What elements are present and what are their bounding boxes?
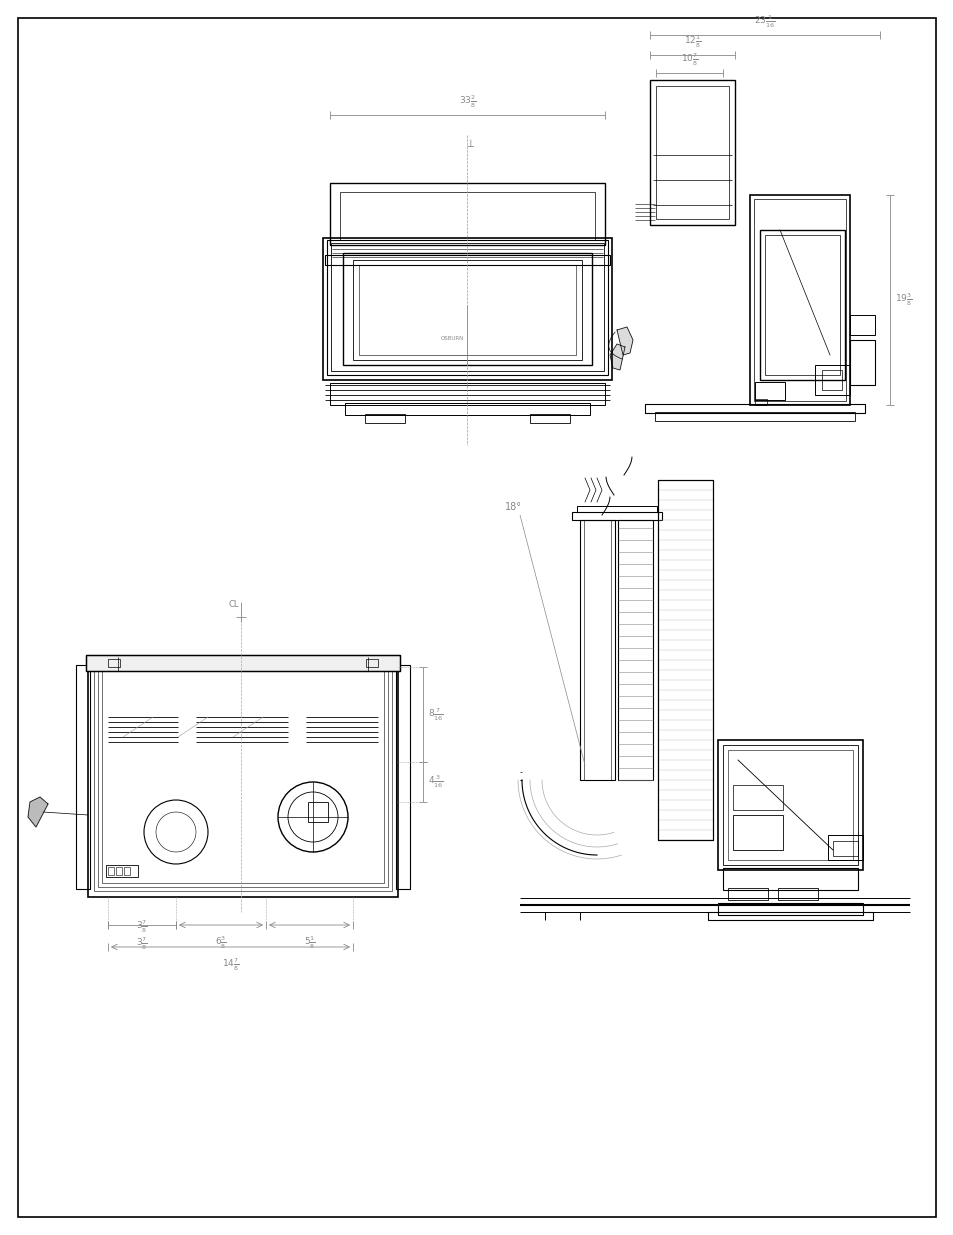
- Bar: [656, 86, 728, 219]
- Bar: [108, 867, 113, 876]
- Bar: [365, 414, 405, 424]
- Text: CL: CL: [229, 600, 239, 609]
- Bar: [86, 655, 399, 671]
- Bar: [618, 520, 652, 781]
- Bar: [395, 664, 410, 889]
- Bar: [655, 412, 854, 421]
- Bar: [579, 520, 615, 781]
- Bar: [308, 802, 328, 823]
- Text: $\perp$: $\perp$: [464, 137, 476, 149]
- Bar: [649, 80, 734, 225]
- Text: 23$\frac{1}{16}$: 23$\frac{1}{16}$: [754, 14, 775, 30]
- Bar: [88, 657, 397, 897]
- Polygon shape: [617, 327, 633, 354]
- Bar: [345, 403, 589, 415]
- Polygon shape: [28, 797, 48, 827]
- Bar: [727, 750, 852, 860]
- Bar: [583, 520, 610, 781]
- Bar: [754, 382, 784, 400]
- Bar: [722, 868, 857, 890]
- Bar: [86, 655, 399, 671]
- Bar: [849, 340, 874, 385]
- Bar: [764, 235, 840, 375]
- Text: 6$\frac{3}{8}$: 6$\frac{3}{8}$: [215, 934, 227, 951]
- Bar: [760, 230, 844, 380]
- Bar: [754, 399, 766, 405]
- Bar: [718, 903, 862, 915]
- Bar: [707, 911, 872, 920]
- Bar: [778, 888, 817, 900]
- Bar: [106, 864, 138, 877]
- Bar: [727, 888, 767, 900]
- Bar: [644, 404, 864, 412]
- Text: 4$\frac{3}{16}$: 4$\frac{3}{16}$: [428, 773, 443, 790]
- Text: 3$\frac{7}{8}$: 3$\frac{7}{8}$: [136, 935, 148, 952]
- Bar: [718, 740, 862, 869]
- Bar: [732, 785, 782, 810]
- Text: OSBURN: OSBURN: [440, 336, 463, 341]
- Bar: [323, 238, 612, 380]
- Bar: [102, 671, 384, 883]
- Bar: [749, 195, 849, 405]
- Bar: [366, 659, 377, 667]
- Bar: [330, 383, 604, 405]
- Bar: [124, 867, 130, 876]
- Bar: [821, 370, 841, 390]
- Bar: [572, 513, 661, 520]
- Bar: [753, 199, 845, 401]
- Bar: [76, 664, 90, 889]
- Text: 33$\frac{2}{8}$: 33$\frac{2}{8}$: [458, 94, 476, 110]
- Bar: [849, 315, 874, 335]
- Bar: [530, 414, 569, 424]
- Bar: [98, 667, 388, 887]
- Bar: [353, 261, 581, 359]
- Bar: [327, 240, 607, 375]
- Text: 19$\frac{3}{8}$: 19$\frac{3}{8}$: [894, 291, 911, 309]
- Bar: [108, 659, 120, 667]
- Text: 5$\frac{1}{8}$: 5$\frac{1}{8}$: [303, 934, 315, 951]
- Text: 12$\frac{1}{8}$: 12$\frac{1}{8}$: [683, 33, 700, 49]
- Bar: [732, 815, 782, 850]
- Bar: [116, 867, 122, 876]
- Bar: [94, 663, 392, 890]
- Bar: [331, 243, 603, 370]
- Bar: [343, 253, 592, 366]
- Bar: [827, 835, 862, 860]
- Bar: [832, 841, 857, 856]
- Bar: [814, 366, 849, 395]
- Bar: [330, 183, 604, 245]
- Bar: [577, 506, 657, 513]
- Text: 10$\frac{7}{8}$: 10$\frac{7}{8}$: [680, 52, 698, 68]
- Polygon shape: [609, 345, 624, 370]
- Bar: [358, 266, 576, 354]
- Text: 3$\frac{7}{8}$: 3$\frac{7}{8}$: [136, 919, 148, 935]
- Bar: [325, 254, 609, 266]
- Text: 14$\frac{7}{8}$: 14$\frac{7}{8}$: [221, 956, 239, 973]
- Bar: [339, 191, 595, 240]
- Text: 8$\frac{7}{16}$: 8$\frac{7}{16}$: [428, 706, 443, 722]
- Bar: [658, 480, 712, 840]
- Bar: [722, 745, 857, 864]
- Bar: [658, 480, 712, 840]
- Text: 18°: 18°: [504, 501, 521, 513]
